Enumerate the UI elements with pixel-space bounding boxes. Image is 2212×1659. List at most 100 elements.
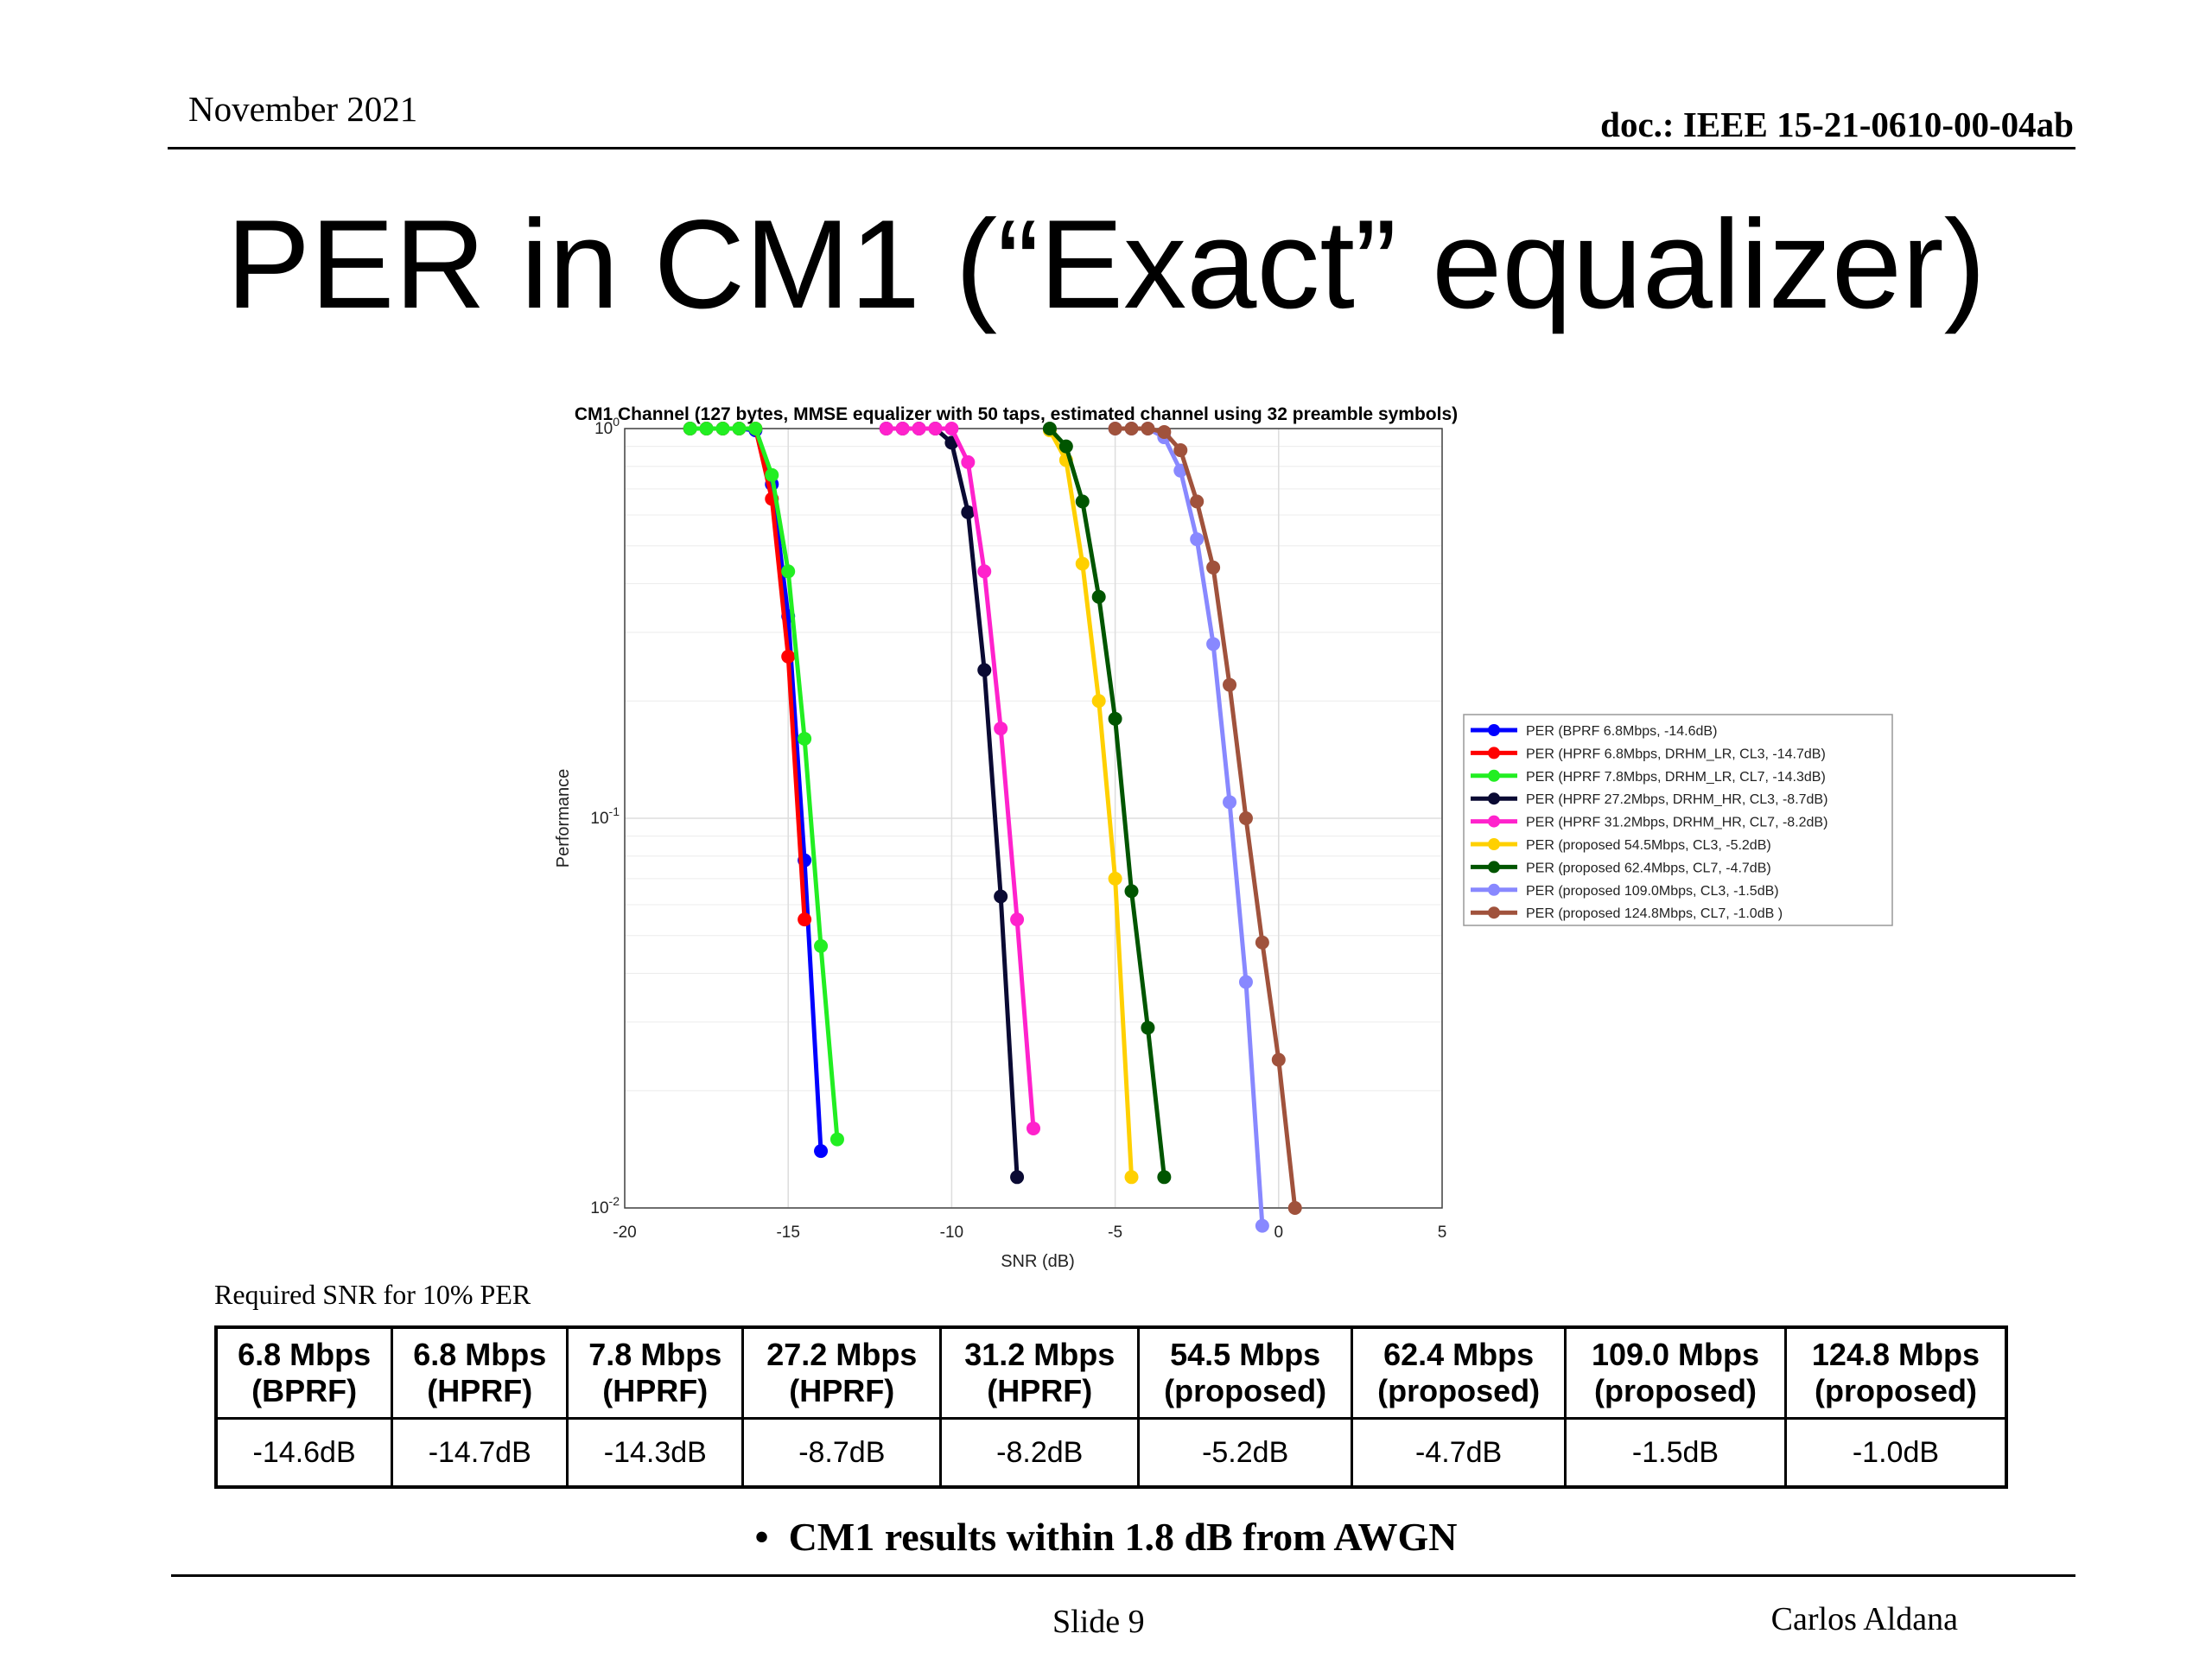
legend-entry-7: PER (proposed 109.0Mbps, CL3, -1.5dB) [1526,884,1779,899]
data-point [961,454,976,469]
header-mode: (proposed) [1377,1373,1541,1408]
header-date: November 2021 [188,89,418,129]
y-tick-label: 100 [594,415,620,438]
data-point [1223,795,1237,810]
data-point [1124,884,1139,899]
header-rate: 27.2 Mbps [766,1337,918,1372]
data-point [1287,1201,1302,1215]
data-point [1010,912,1025,927]
legend-entry-3: PER (HPRF 27.2Mbps, DRHM_HR, CL3, -8.7dB… [1526,792,1827,807]
header-rate: 31.2 Mbps [964,1337,1116,1372]
header-mode: (proposed) [1814,1373,1977,1408]
legend-swatch-marker [1488,815,1500,828]
table-value-1: -14.7dB [391,1417,569,1489]
table-value-3: -8.7dB [741,1417,943,1489]
data-point [961,505,976,519]
data-point [1108,871,1122,886]
x-tick-label: -5 [1108,1224,1122,1242]
data-point [1141,1020,1155,1035]
data-point [814,1144,829,1159]
y-tick-label: 10-1 [590,804,620,828]
header-mode: (proposed) [1164,1373,1327,1408]
bullet-point: • CM1 results within 1.8 dB from AWGN [0,1514,2212,1560]
data-point [732,422,747,435]
data-point [879,422,893,435]
author: Carlos Aldana [1770,1601,1958,1637]
data-point [1091,589,1106,604]
data-point [1190,532,1205,547]
data-point [1010,1170,1025,1185]
header-mode: (BPRF) [251,1373,358,1408]
data-point [1223,677,1237,692]
table-header-8: 124.8 Mbps (proposed) [1783,1325,2008,1420]
series-line-6 [1048,427,1166,1178]
data-point [1042,422,1057,435]
legend-swatch-marker [1488,792,1500,805]
series-line-4 [886,426,1036,1129]
table-header-0: 6.8 Mbps (BPRF) [214,1325,394,1420]
data-point [1173,443,1188,458]
header-rate: 7.8 Mbps [588,1337,722,1372]
data-point [928,422,943,435]
legend-swatch-marker [1488,838,1500,850]
data-point [781,649,796,664]
header-mode: (proposed) [1594,1373,1757,1408]
data-point [1027,1121,1040,1135]
data-point [1075,556,1090,571]
data-point [944,422,959,435]
x-tick-label: -20 [613,1224,636,1242]
legend-entry-4: PER (HPRF 31.2Mbps, DRHM_HR, CL7, -8.2dB… [1526,816,1827,830]
table-value-4: -8.2dB [939,1417,1141,1489]
x-axis-label: SNR (dB) [1001,1252,1075,1271]
data-point [699,422,714,435]
table-value-8: -1.0dB [1783,1417,2008,1489]
bullet-text: CM1 results within 1.8 dB from AWGN [788,1515,1458,1559]
data-point [1271,1052,1286,1067]
legend-entry-8: PER (proposed 124.8Mbps, CL7, -1.0dB ) [1526,906,1783,921]
data-point [748,422,763,435]
header-rate: 124.8 Mbps [1811,1337,1980,1372]
data-point [798,912,812,927]
data-point [1206,637,1221,652]
table-value-2: -14.3dB [566,1417,745,1489]
chart-title: CM1 Channel (127 bytes, MMSE equalizer w… [575,404,1458,424]
header-mode: (HPRF) [427,1373,533,1408]
legend-entry-1: PER (HPRF 6.8Mbps, DRHM_LR, CL3, -14.7dB… [1526,747,1826,761]
table-header-1: 6.8 Mbps (HPRF) [391,1325,569,1420]
table-caption: Required SNR for 10% PER [214,1279,531,1310]
data-point [1124,422,1139,435]
x-tick-label: 5 [1438,1224,1447,1242]
table-value-5: -5.2dB [1137,1417,1354,1489]
x-tick-label: -15 [776,1224,799,1242]
x-tick-label: -10 [940,1224,963,1242]
table-value-6: -4.7dB [1351,1417,1567,1489]
table-header-4: 31.2 Mbps (HPRF) [939,1325,1141,1420]
data-point [1108,422,1122,435]
snr-table: 6.8 Mbps (BPRF) 6.8 Mbps (HPRF) 7.8 Mbps (HPR… [214,1325,2008,1489]
plot-frame [624,428,1443,1209]
data-point [977,564,992,579]
data-point [977,663,992,677]
header-rate: 62.4 Mbps [1383,1337,1535,1372]
data-point [912,422,926,435]
table-header-7: 109.0 Mbps (proposed) [1564,1325,1787,1420]
data-point [994,889,1008,904]
table-header-2: 7.8 Mbps (HPRF) [566,1325,745,1420]
table-value-7: -1.5dB [1564,1417,1787,1489]
slide-title: PER in CM1 (“Exact” equalizer) [226,194,1986,334]
legend-swatch-marker [1488,883,1500,896]
series-line-2 [690,426,840,1140]
header-mode: (HPRF) [987,1373,1093,1408]
data-point [895,422,910,435]
data-point [1238,811,1253,825]
header-mode: (HPRF) [789,1373,895,1408]
data-point [715,422,730,435]
data-point [1255,1218,1269,1233]
per-chart: -20 -15 -10 -5 0 5 100 10-1 10-2 CM1 Channel (127… [554,404,1893,1271]
data-point [994,721,1008,736]
legend-entry-6: PER (proposed 62.4Mbps, CL7, -4.7dB) [1526,861,1771,875]
bullet-glyph: • [754,1515,789,1559]
footer-rule [171,1574,2075,1577]
legend-entry-5: PER (proposed 54.5Mbps, CL3, -5.2dB) [1526,838,1771,853]
legend-entry-2: PER (HPRF 7.8Mbps, DRHM_LR, CL7, -14.3dB… [1526,770,1826,785]
